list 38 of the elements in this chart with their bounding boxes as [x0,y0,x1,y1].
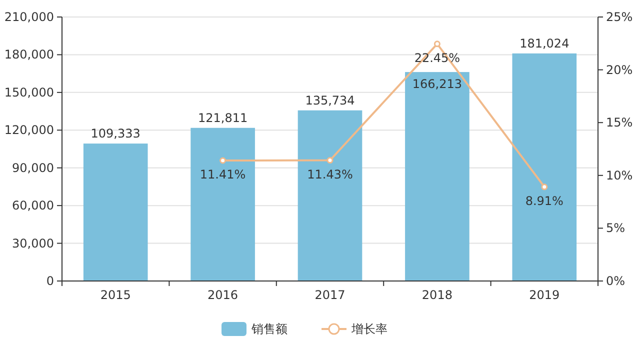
bar [298,110,362,281]
x-tick-label: 2017 [314,288,346,302]
y2-tick-label: 5% [606,221,626,236]
data-label: 135,734 [305,93,355,108]
x-tick-label: 2015 [100,288,131,302]
x-tick-label: 2016 [208,288,238,302]
point [220,157,226,164]
data-label: 8.91% [525,194,564,208]
x-tick-label: 2018 [422,288,452,302]
data-label: 11.41% [200,168,246,182]
legend-label: 销售额 [250,322,288,336]
y2-tick-label: 25% [606,10,633,24]
bar [83,144,148,281]
data-label: 121,811 [198,110,248,125]
bar [512,53,577,281]
bar [405,72,470,281]
y-tick-label: 150,000 [4,85,54,100]
y-tick-label: 60,000 [12,198,54,213]
data-label: 109,333 [90,126,140,141]
y-tick-label: 30,000 [12,236,54,250]
legend-label: 增长率 [350,322,388,336]
y-tick-label: 210,000 [4,10,54,24]
y-tick-label: 180,000 [4,48,54,62]
y2-tick-label: 0% [606,274,626,288]
y2-tick-label: 10% [606,168,633,182]
point [434,40,440,48]
bar [190,128,255,281]
data-label: 166,213 [412,77,462,92]
data-label: 11.43% [307,167,353,182]
x-tick-label: 2019 [529,288,560,302]
point [326,157,334,164]
point [541,184,548,190]
y-tick-label: 90,000 [12,160,54,175]
y2-tick-label: 20% [606,62,633,77]
data-label: 181,024 [520,36,570,50]
y-tick-label: 120,000 [4,123,54,138]
y-tick-label: 0 [46,274,54,288]
y2-tick-label: 15% [606,116,633,130]
